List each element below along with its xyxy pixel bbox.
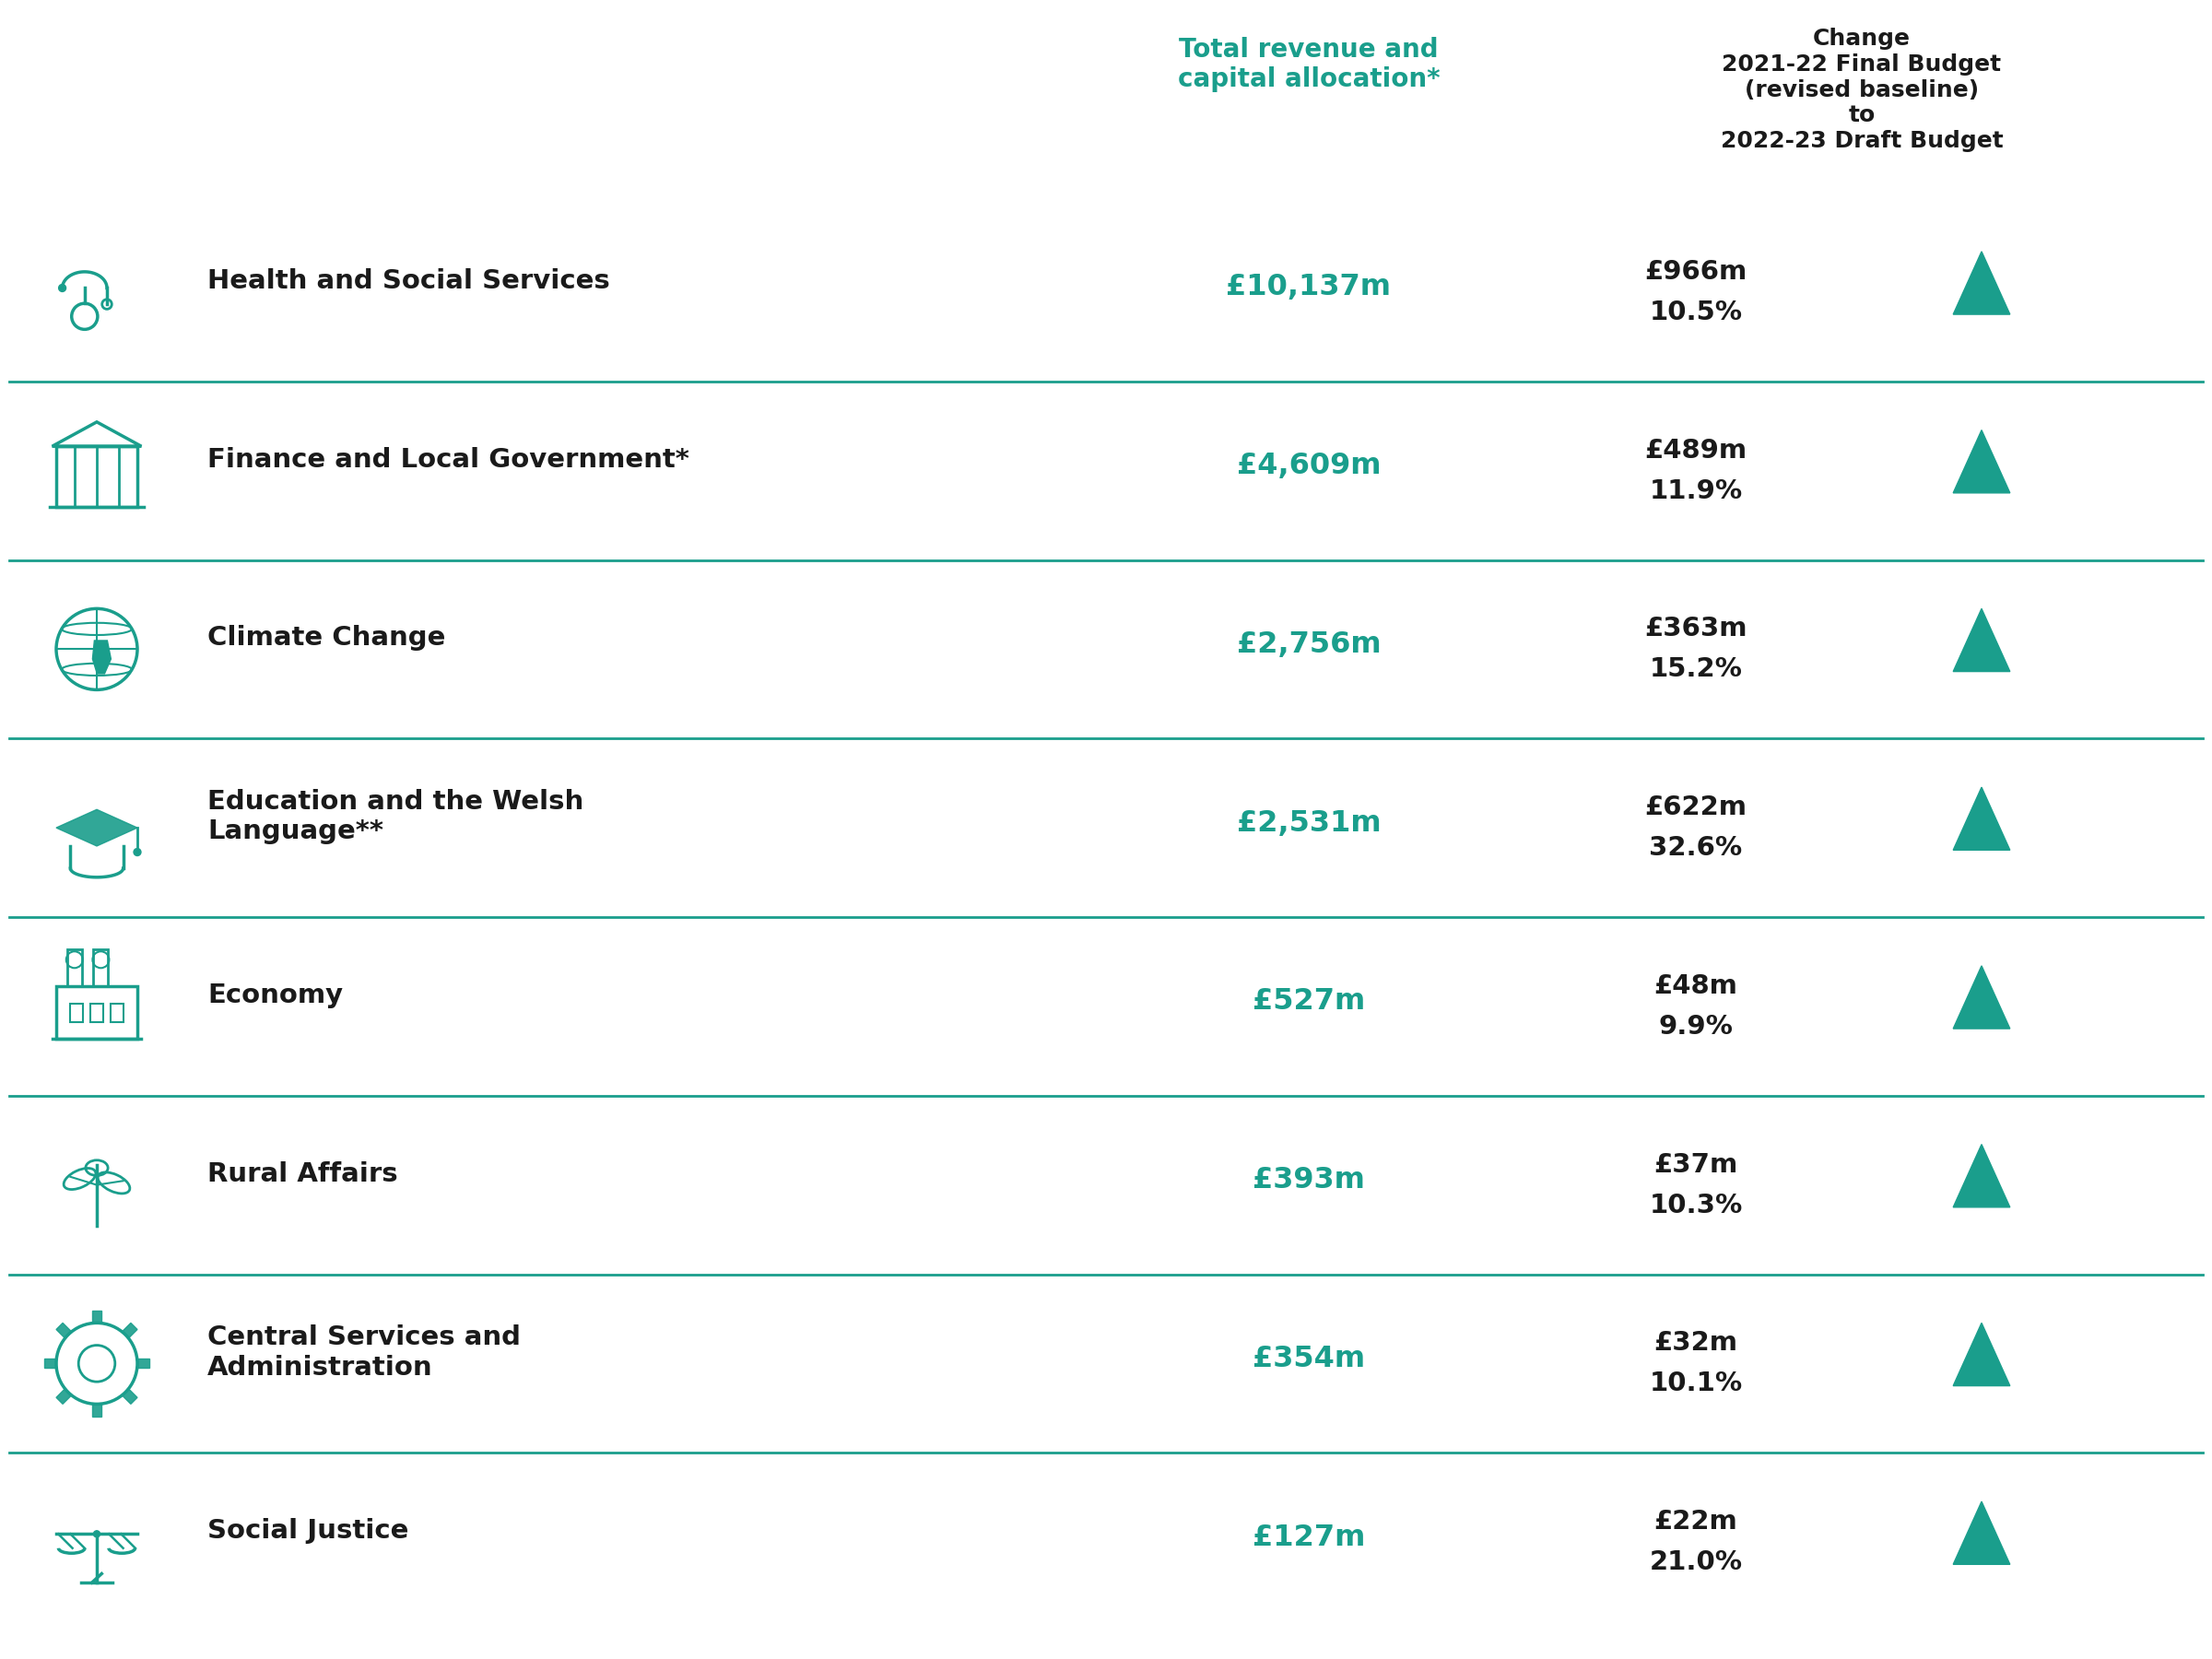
Polygon shape (1953, 609, 2011, 672)
Text: £966m: £966m (1644, 259, 1747, 285)
Text: 9.9%: 9.9% (1659, 1014, 1734, 1040)
Text: 10.1%: 10.1% (1650, 1370, 1743, 1397)
Polygon shape (1953, 788, 2011, 849)
Bar (66, 949, 82, 985)
Text: £22m: £22m (1655, 1510, 1739, 1535)
Text: 15.2%: 15.2% (1650, 657, 1743, 682)
Bar (55, 985, 137, 1039)
Text: £354m: £354m (1252, 1344, 1365, 1374)
Text: £127m: £127m (1252, 1523, 1365, 1551)
Text: £2,756m: £2,756m (1237, 630, 1380, 659)
Text: £4,609m: £4,609m (1237, 451, 1380, 481)
Bar (55, 446, 137, 508)
Polygon shape (137, 1359, 150, 1369)
Polygon shape (55, 1322, 71, 1339)
Polygon shape (1953, 252, 2011, 314)
Text: Change
2021-22 Final Budget
(revised baseline)
to
2022-23 Draft Budget: Change 2021-22 Final Budget (revised bas… (1721, 28, 2004, 153)
Bar (93, 949, 108, 985)
Polygon shape (55, 1389, 71, 1404)
Text: £489m: £489m (1646, 438, 1747, 463)
Polygon shape (1953, 430, 2011, 493)
Text: £527m: £527m (1252, 987, 1365, 1015)
Text: £48m: £48m (1655, 974, 1739, 999)
Text: 32.6%: 32.6% (1650, 834, 1743, 861)
Polygon shape (1953, 1501, 2011, 1564)
Text: 10.5%: 10.5% (1650, 299, 1743, 325)
Bar (111, 1004, 124, 1022)
Text: Health and Social Services: Health and Social Services (208, 269, 611, 294)
Text: 10.3%: 10.3% (1650, 1193, 1743, 1218)
Polygon shape (44, 1359, 55, 1369)
Text: £32m: £32m (1655, 1331, 1739, 1355)
Circle shape (93, 1531, 100, 1538)
Bar (91, 1004, 104, 1022)
Text: £393m: £393m (1252, 1166, 1365, 1194)
Text: Finance and Local Government*: Finance and Local Government* (208, 446, 690, 473)
Text: 21.0%: 21.0% (1650, 1550, 1743, 1576)
Polygon shape (122, 1389, 137, 1404)
Circle shape (60, 284, 66, 292)
Polygon shape (1953, 1322, 2011, 1385)
Text: Central Services and
Administration: Central Services and Administration (208, 1324, 520, 1380)
Polygon shape (93, 1311, 102, 1322)
Polygon shape (93, 1404, 102, 1417)
Text: £2,531m: £2,531m (1237, 810, 1380, 838)
Polygon shape (55, 810, 137, 846)
Text: Education and the Welsh
Language**: Education and the Welsh Language** (208, 790, 584, 844)
Text: £363m: £363m (1644, 615, 1747, 642)
Circle shape (133, 848, 142, 856)
Text: Economy: Economy (208, 982, 343, 1009)
Text: 11.9%: 11.9% (1650, 478, 1743, 504)
Text: Total revenue and
capital allocation*: Total revenue and capital allocation* (1177, 36, 1440, 93)
Text: Rural Affairs: Rural Affairs (208, 1161, 398, 1186)
Text: £622m: £622m (1646, 795, 1747, 821)
Text: Social Justice: Social Justice (208, 1518, 409, 1545)
Text: £10,137m: £10,137m (1225, 274, 1391, 302)
Bar (71, 1004, 84, 1022)
Polygon shape (1953, 1145, 2011, 1208)
Text: £37m: £37m (1655, 1151, 1739, 1178)
Polygon shape (1953, 966, 2011, 1029)
Polygon shape (122, 1322, 137, 1339)
Text: Climate Change: Climate Change (208, 625, 445, 650)
Polygon shape (93, 640, 111, 674)
